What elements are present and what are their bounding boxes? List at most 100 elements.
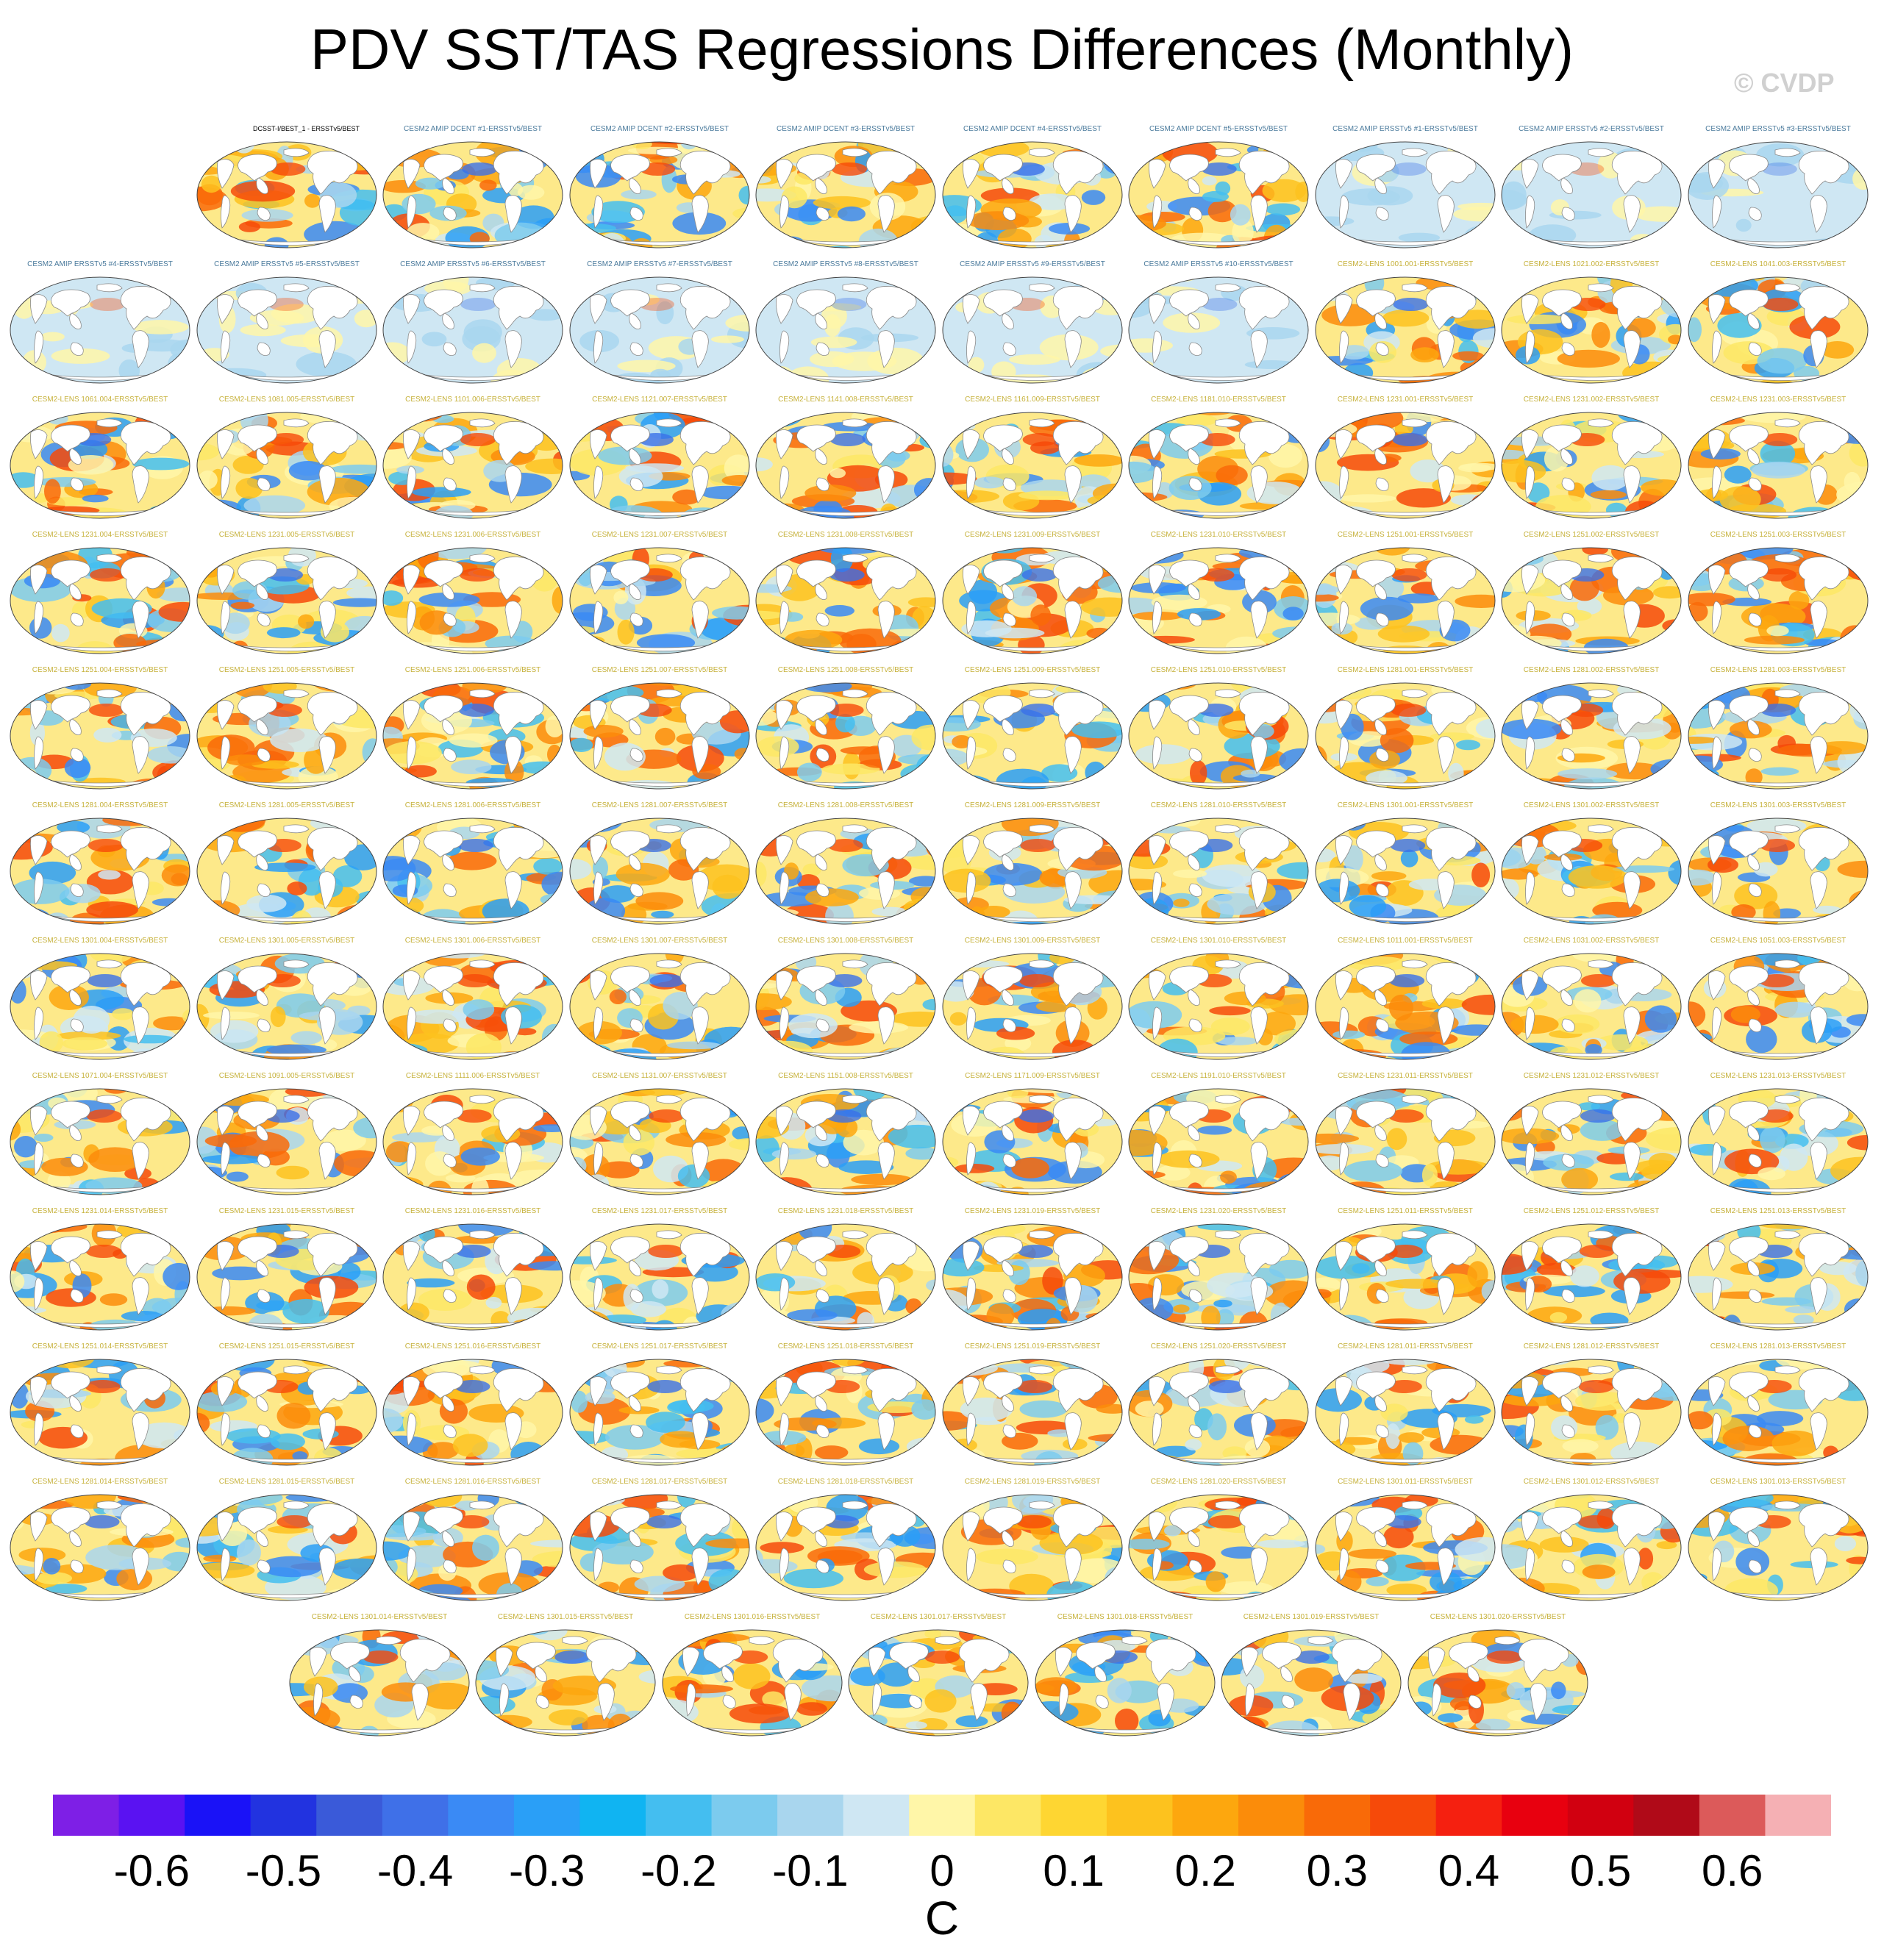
panel-title: CESM2-LENS 1251.005-ERSSTv5/BEST [218, 666, 355, 674]
panel-title: CESM2-LENS 1081.005-ERSSTv5/BEST [218, 396, 355, 404]
page-title: PDV SST/TAS Regressions Differences (Mon… [310, 17, 1574, 82]
panel-title: CESM2-LENS 1251.018-ERSSTv5/BEST [777, 1342, 914, 1351]
map-panel: CESM2-LENS 1251.019-ERSSTv5/BEST [941, 1342, 1124, 1469]
panel-title: CESM2-LENS 1231.001-ERSSTv5/BEST [1337, 396, 1474, 404]
sst-regression-map [942, 1494, 1123, 1601]
panel-title: CESM2-LENS 1301.005-ERSSTv5/BEST [218, 937, 355, 945]
map-panel: CESM2-LENS 1181.010-ERSSTv5/BEST [1127, 396, 1310, 522]
map-panel-grid: DCSST-I/BEST_1 - ERSSTv5/BEST CESM2 AMIP … [9, 125, 1869, 1739]
sst-regression-map [755, 1088, 936, 1195]
panel-title: CESM2-LENS 1111.006-ERSSTv5/BEST [405, 1072, 540, 1080]
panel-title: CESM2-LENS 1251.001-ERSSTv5/BEST [1337, 531, 1474, 539]
map-panel: CESM2 AMIP ERSSTv5 #3-ERSSTv5/BEST [1687, 125, 1869, 251]
map-panel: CESM2 AMIP ERSSTv5 #5-ERSSTv5/BEST [196, 260, 378, 387]
panel-title: CESM2-LENS 1231.013-ERSSTv5/BEST [1710, 1072, 1846, 1080]
map-panel: CESM2-LENS 1251.009-ERSSTv5/BEST [941, 666, 1124, 793]
sst-regression-map [1688, 141, 1869, 248]
panel-title: CESM2-LENS 1301.011-ERSSTv5/BEST [1338, 1478, 1473, 1486]
panel-title: CESM2 AMIP ERSSTv5 #1-ERSSTv5/BEST [1332, 125, 1478, 133]
map-panel: CESM2-LENS 1251.015-ERSSTv5/BEST [196, 1342, 378, 1469]
map-panel: CESM2-LENS 1021.002-ERSSTv5/BEST [1500, 260, 1683, 387]
sst-regression-map [569, 276, 750, 384]
map-panel: CESM2-LENS 1251.007-ERSSTv5/BEST [568, 666, 751, 793]
colorbar-tick-label: 0.6 [1701, 1846, 1763, 1895]
panel-title: CESM2-LENS 1301.015-ERSSTv5/BEST [497, 1613, 634, 1621]
colorbar-swatch [1304, 1795, 1371, 1836]
map-panel: CESM2-LENS 1281.015-ERSSTv5/BEST [196, 1478, 378, 1604]
map-panel: CESM2-LENS 1231.001-ERSSTv5/BEST [1314, 396, 1496, 522]
panel-title: CESM2 AMIP ERSSTv5 #6-ERSSTv5/BEST [400, 260, 546, 268]
panel-title: CESM2-LENS 1251.007-ERSSTv5/BEST [591, 666, 728, 674]
sst-regression-map [1128, 276, 1309, 384]
sst-regression-map [196, 953, 377, 1060]
panel-title: CESM2-LENS 1301.017-ERSSTv5/BEST [870, 1613, 1007, 1621]
sst-regression-map [1501, 547, 1682, 654]
map-panel: CESM2-LENS 1281.017-ERSSTv5/BEST [568, 1478, 751, 1604]
panel-title: CESM2-LENS 1251.016-ERSSTv5/BEST [404, 1342, 541, 1351]
map-panel: CESM2-LENS 1251.008-ERSSTv5/BEST [754, 666, 937, 793]
map-panel: CESM2-LENS 1281.007-ERSSTv5/BEST [568, 801, 751, 928]
panel-title: CESM2 AMIP ERSSTv5 #9-ERSSTv5/BEST [960, 260, 1105, 268]
panel-title: CESM2-LENS 1281.015-ERSSTv5/BEST [218, 1478, 355, 1486]
sst-regression-map [1501, 1359, 1682, 1466]
sst-regression-map [1407, 1629, 1588, 1737]
map-panel: CESM2-LENS 1281.002-ERSSTv5/BEST [1500, 666, 1683, 793]
sst-regression-map [1688, 547, 1869, 654]
sst-regression-map [382, 1223, 563, 1331]
colorbar-tick-label: 0.4 [1438, 1846, 1500, 1895]
panel-title: CESM2-LENS 1301.014-ERSSTv5/BEST [311, 1613, 448, 1621]
panel-title: CESM2-LENS 1301.018-ERSSTv5/BEST [1057, 1613, 1193, 1621]
map-panel: CESM2 AMIP ERSSTv5 #10-ERSSTv5/BEST [1127, 260, 1310, 387]
panel-title: CESM2-LENS 1251.015-ERSSTv5/BEST [218, 1342, 355, 1351]
map-panel: CESM2-LENS 1301.005-ERSSTv5/BEST [196, 937, 378, 1063]
map-panel: CESM2-LENS 1281.020-ERSSTv5/BEST [1127, 1478, 1310, 1604]
map-panel: CESM2-LENS 1301.017-ERSSTv5/BEST [847, 1613, 1030, 1739]
map-panel: CESM2-LENS 1051.003-ERSSTv5/BEST [1687, 937, 1869, 1063]
panel-title: CESM2-LENS 1281.009-ERSSTv5/BEST [964, 801, 1101, 809]
panel-title: CESM2-LENS 1161.009-ERSSTv5/BEST [965, 396, 1100, 404]
panel-title: CESM2-LENS 1251.011-ERSSTv5/BEST [1338, 1207, 1473, 1215]
map-panel: CESM2 AMIP ERSSTv5 #9-ERSSTv5/BEST [941, 260, 1124, 387]
sst-regression-map [382, 682, 563, 790]
sst-regression-map [289, 1629, 470, 1737]
colorbar-swatch [316, 1795, 383, 1836]
colorbar-swatch [1765, 1795, 1831, 1836]
colorbar-tick-label: -0.4 [377, 1846, 454, 1895]
map-panel: CESM2-LENS 1061.004-ERSSTv5/BEST [9, 396, 191, 522]
sst-regression-map [1128, 412, 1309, 519]
sst-regression-map [942, 682, 1123, 790]
colorbar-swatch [579, 1795, 646, 1836]
colorbar-swatch [250, 1795, 317, 1836]
sst-regression-map [1315, 547, 1496, 654]
map-panel: CESM2 AMIP ERSSTv5 #1-ERSSTv5/BEST [1314, 125, 1496, 251]
colorbar-tick-label: 0.2 [1174, 1846, 1236, 1895]
sst-regression-map [1128, 547, 1309, 654]
panel-title: CESM2-LENS 1141.008-ERSSTv5/BEST [778, 396, 913, 404]
map-panel: CESM2-LENS 1131.007-ERSSTv5/BEST [568, 1072, 751, 1198]
sst-regression-map [1501, 682, 1682, 790]
panel-title: CESM2-LENS 1231.007-ERSSTv5/BEST [591, 531, 728, 539]
colorbar-tick-label: -0.5 [245, 1846, 322, 1895]
sst-regression-map [1688, 412, 1869, 519]
map-panel: CESM2-LENS 1081.005-ERSSTv5/BEST [196, 396, 378, 522]
colorbar-swatch [843, 1795, 910, 1836]
sst-regression-map [1315, 818, 1496, 925]
panel-title: CESM2-LENS 1231.020-ERSSTv5/BEST [1150, 1207, 1287, 1215]
map-panel: CESM2-LENS 1281.005-ERSSTv5/BEST [196, 801, 378, 928]
sst-regression-map [1128, 818, 1309, 925]
map-panel: CESM2-LENS 1301.004-ERSSTv5/BEST [9, 937, 191, 1063]
map-panel: CESM2-LENS 1281.014-ERSSTv5/BEST [9, 1478, 191, 1604]
map-panel: CESM2-LENS 1231.016-ERSSTv5/BEST [382, 1207, 564, 1334]
map-panel: CESM2-LENS 1101.006-ERSSTv5/BEST [382, 396, 564, 522]
colorbar-swatch [382, 1795, 449, 1836]
panel-title: CESM2-LENS 1231.004-ERSSTv5/BEST [32, 531, 168, 539]
panel-title: CESM2-LENS 1231.009-ERSSTv5/BEST [964, 531, 1101, 539]
colorbar-swatch [1633, 1795, 1700, 1836]
map-panel: CESM2-LENS 1251.006-ERSSTv5/BEST [382, 666, 564, 793]
map-panel: CESM2-LENS 1191.010-ERSSTv5/BEST [1127, 1072, 1310, 1198]
panel-title: CESM2 AMIP DCENT #4-ERSSTv5/BEST [963, 125, 1102, 133]
sst-regression-map [10, 1088, 190, 1195]
sst-regression-map [1221, 1629, 1402, 1737]
map-panel: CESM2-LENS 1121.007-ERSSTv5/BEST [568, 396, 751, 522]
panel-title: CESM2-LENS 1301.019-ERSSTv5/BEST [1243, 1613, 1380, 1621]
